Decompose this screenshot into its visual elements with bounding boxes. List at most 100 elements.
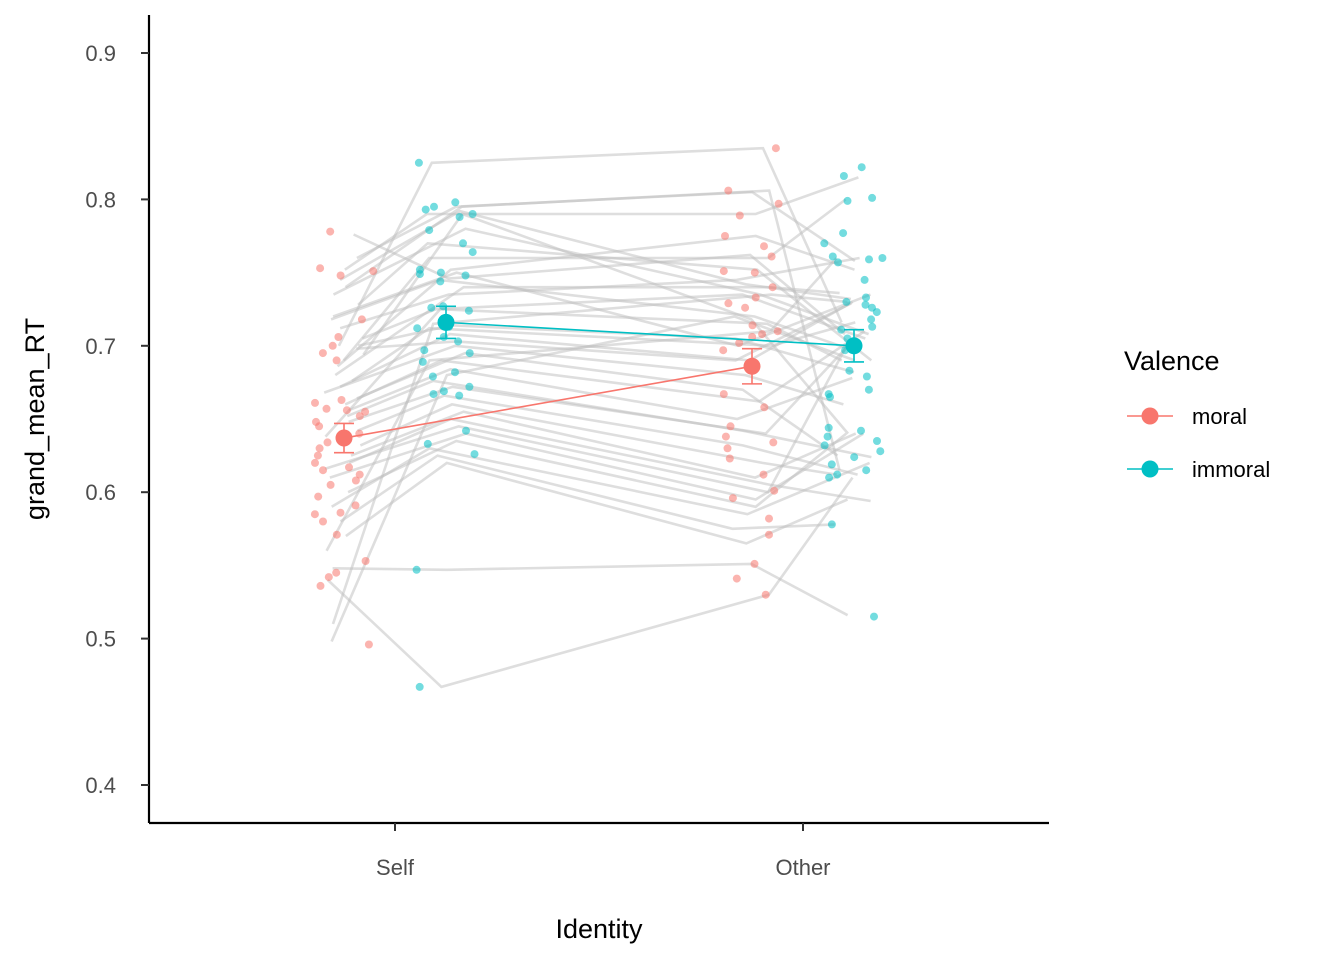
y-tick-label: 0.7 xyxy=(85,334,116,359)
subject-line xyxy=(345,461,849,545)
data-point-moral xyxy=(328,341,337,350)
data-point-immoral xyxy=(878,254,887,262)
data-point-immoral xyxy=(420,346,429,355)
data-point-immoral xyxy=(824,423,833,432)
data-point-moral xyxy=(721,232,729,240)
data-point-moral xyxy=(337,396,346,404)
data-point-moral xyxy=(719,390,728,399)
data-point-moral xyxy=(748,333,757,341)
data-point-moral xyxy=(726,422,735,431)
mean-line-moral xyxy=(343,365,753,439)
subject-line xyxy=(329,432,864,501)
data-point-immoral xyxy=(462,426,470,435)
data-point-moral xyxy=(735,338,744,347)
data-point-immoral xyxy=(826,393,834,401)
data-point-immoral xyxy=(464,306,473,315)
data-point-moral xyxy=(719,346,728,355)
data-point-immoral xyxy=(436,268,445,277)
subject-line xyxy=(362,212,849,435)
data-point-moral xyxy=(316,581,325,590)
data-point-moral xyxy=(332,356,341,365)
data-point-moral xyxy=(765,530,773,539)
data-point-moral xyxy=(336,271,345,280)
subject-line xyxy=(356,351,839,457)
y-tick-label: 0.5 xyxy=(85,627,116,652)
data-point-immoral xyxy=(413,324,422,333)
data-point-immoral xyxy=(415,682,424,691)
data-point-moral xyxy=(324,573,333,582)
legend-title: Valence xyxy=(1124,346,1220,376)
data-point-immoral xyxy=(429,390,438,399)
data-point-immoral xyxy=(825,473,834,482)
y-tick-label: 0.8 xyxy=(85,187,116,212)
data-point-immoral xyxy=(864,385,873,394)
data-point-immoral xyxy=(873,437,881,445)
x-axis-title: Identity xyxy=(555,914,643,944)
subject-line xyxy=(351,321,856,382)
data-point-immoral xyxy=(468,210,477,218)
data-point-immoral xyxy=(468,248,477,257)
data-point-moral xyxy=(767,252,776,261)
data-point-immoral xyxy=(470,450,479,459)
subject-line xyxy=(330,315,856,643)
data-point-moral xyxy=(357,315,366,324)
legend-key-point-immoral xyxy=(1141,460,1159,478)
data-point-moral xyxy=(336,508,345,517)
data-point-immoral xyxy=(465,349,474,358)
data-point-immoral xyxy=(834,258,842,267)
data-point-moral xyxy=(355,412,364,421)
data-point-moral xyxy=(319,517,327,526)
subject-line xyxy=(344,330,866,406)
subject-lines-layer xyxy=(323,146,873,689)
data-point-moral xyxy=(724,186,733,195)
data-point-moral xyxy=(322,404,331,413)
data-point-moral xyxy=(351,501,360,510)
mean-point-moral xyxy=(743,357,761,375)
subject-line xyxy=(342,198,847,362)
data-point-immoral xyxy=(868,322,877,331)
data-point-immoral xyxy=(461,271,470,280)
y-tick-label: 0.6 xyxy=(85,480,116,505)
subject-line xyxy=(353,233,846,336)
data-point-immoral xyxy=(876,447,885,456)
data-point-moral xyxy=(721,432,730,441)
data-point-immoral xyxy=(850,453,859,462)
data-point-immoral xyxy=(862,293,870,302)
subject-line xyxy=(359,403,837,476)
data-point-moral xyxy=(355,470,364,479)
subject-line xyxy=(325,257,838,552)
data-point-moral xyxy=(751,293,760,302)
data-point-moral xyxy=(326,227,335,236)
data-point-immoral xyxy=(423,439,432,448)
data-point-moral xyxy=(311,458,319,467)
subject-line xyxy=(357,323,855,374)
data-point-immoral xyxy=(418,357,427,366)
legend: Valence moral immoral xyxy=(1124,346,1270,482)
data-point-moral xyxy=(725,454,734,463)
data-point-moral xyxy=(750,268,759,277)
data-point-moral xyxy=(748,321,757,330)
subject-line xyxy=(331,293,848,625)
y-tick-label: 0.9 xyxy=(85,41,116,66)
mean-point-immoral xyxy=(845,337,863,355)
data-point-moral xyxy=(310,510,319,519)
subject-line xyxy=(347,432,848,509)
data-point-moral xyxy=(326,480,335,489)
data-point-moral xyxy=(723,444,732,453)
data-point-moral xyxy=(724,299,733,308)
data-point-immoral xyxy=(833,470,842,479)
legend-label-moral: moral xyxy=(1192,404,1247,429)
data-point-immoral xyxy=(415,270,424,279)
data-point-moral xyxy=(361,407,370,416)
data-point-immoral xyxy=(455,391,464,400)
data-point-immoral xyxy=(427,303,436,312)
data-point-moral xyxy=(332,568,341,577)
data-point-moral xyxy=(760,403,769,412)
data-point-moral xyxy=(313,451,322,460)
data-point-immoral xyxy=(862,466,871,475)
means-layer xyxy=(334,305,864,454)
data-point-moral xyxy=(364,640,373,649)
data-point-immoral xyxy=(862,372,871,381)
data-point-immoral xyxy=(421,205,430,214)
